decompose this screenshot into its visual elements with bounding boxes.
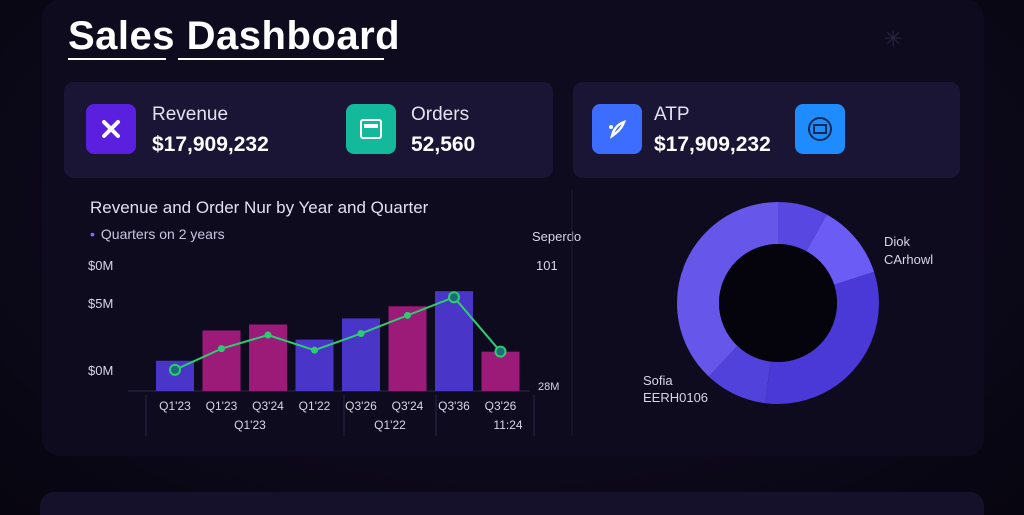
donut-segment[interactable]: [677, 202, 879, 404]
box-icon[interactable]: [795, 104, 845, 154]
line-point[interactable]: [264, 331, 272, 339]
bullet-icon: •: [90, 226, 95, 242]
chart-subtitle: • Quarters on 2 years: [90, 226, 225, 242]
document-icon[interactable]: [346, 104, 396, 154]
x-tick-label: Q3'24: [252, 399, 284, 413]
y-tick-top: $0M: [88, 258, 114, 273]
chart-bar[interactable]: [435, 291, 473, 391]
line-point[interactable]: [448, 291, 460, 304]
chart-bar[interactable]: [202, 330, 241, 392]
x-tick-label: Q3'36: [438, 399, 470, 413]
line-point[interactable]: [357, 330, 365, 338]
x-tick-label: Q3'26: [345, 399, 377, 413]
page-title: Sales Dashboard: [68, 14, 401, 58]
x-tick-label: Q1'23: [159, 399, 191, 413]
right-axis-bottom: 28M: [538, 381, 560, 393]
feather-icon[interactable]: [592, 104, 642, 154]
y-tick-bottom: $0M: [88, 363, 114, 378]
line-point[interactable]: [169, 363, 181, 376]
right-axis-value: 101: [536, 258, 558, 273]
x-tick-label: Q1'22: [299, 399, 331, 413]
x-icon[interactable]: [86, 104, 136, 154]
title-underline: [68, 58, 166, 60]
x-tick-label: Q3'24: [392, 399, 424, 413]
y-tick-mid: $5M: [88, 296, 114, 311]
bottom-panel: [40, 492, 984, 515]
line-point[interactable]: [311, 346, 318, 354]
kpi-atp-label: ATP: [654, 104, 690, 125]
donut-label-2-title: Sofia: [643, 373, 673, 388]
title-underline: [178, 58, 384, 60]
kpi-orders-value: 52,560: [411, 133, 476, 156]
chart-subtitle-text: Quarters on 2 years: [100, 226, 225, 242]
donut-label-2-sub: EERH0106: [643, 390, 709, 405]
x-tick-label: Q3'26: [485, 399, 517, 413]
donut-label-1-title: Diok: [884, 234, 911, 249]
kpi-atp-value: $17,909,232: [654, 133, 771, 156]
kpi-revenue-value: $17,909,232: [152, 133, 269, 156]
decorative-glyph-icon: ✳: [884, 26, 903, 51]
line-point[interactable]: [218, 345, 225, 353]
chart-title: Revenue and Order Nur by Year and Quarte…: [90, 198, 429, 217]
order-line: [174, 296, 502, 371]
right-axis-label: Seperdo: [532, 229, 582, 244]
donut-hole: [719, 244, 837, 362]
line-point[interactable]: [404, 311, 411, 319]
kpi-card-group-1: [64, 82, 553, 178]
donut-segment[interactable]: [677, 202, 879, 404]
x-group-label: 11:24: [493, 418, 522, 432]
x-group-label: Q1'23: [234, 418, 266, 432]
kpi-revenue-label: Revenue: [152, 104, 229, 125]
chart-bar[interactable]: [481, 351, 520, 391]
kpi-orders-label: Orders: [411, 104, 470, 125]
x-tick-label: Q1'23: [206, 399, 238, 413]
donut-label-1-sub: CArhowl: [884, 252, 934, 267]
line-point[interactable]: [494, 345, 507, 358]
x-group-label: Q1'22: [374, 418, 406, 432]
